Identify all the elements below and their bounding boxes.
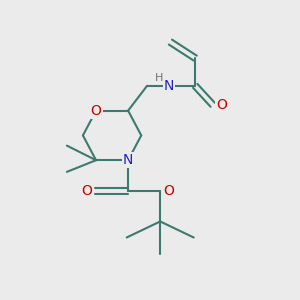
- Text: N: N: [123, 153, 133, 167]
- Text: O: O: [216, 98, 227, 112]
- Text: O: O: [163, 184, 174, 198]
- Text: O: O: [91, 103, 101, 118]
- Text: O: O: [81, 184, 92, 198]
- Text: N: N: [164, 79, 174, 93]
- Text: H: H: [154, 73, 163, 83]
